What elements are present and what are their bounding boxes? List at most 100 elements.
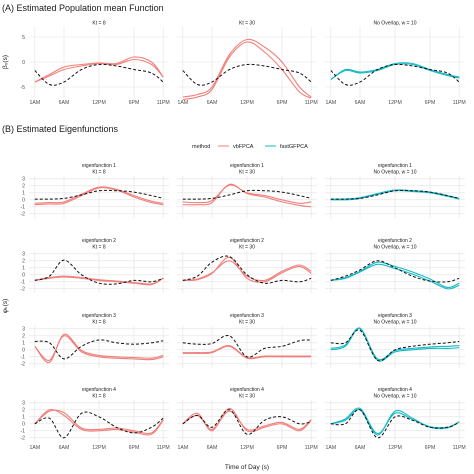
x-tick-label: 6PM	[129, 445, 140, 451]
panel-strip-label: Kt = 30	[239, 245, 255, 251]
y-tick-label: -2	[20, 362, 25, 368]
x-tick-label: 6PM	[277, 100, 288, 106]
x-tick-label: 12PM	[388, 100, 402, 106]
row-strip-label: eigenfunction 2	[378, 238, 412, 244]
eigen-panel-3-2: Kt = 30	[177, 320, 317, 368]
panel-strip-label: Kt = 30	[239, 170, 255, 176]
panel-strip-label: Kt = 8	[92, 245, 105, 251]
legend-label-fastgfpca: fastGFPCA	[280, 144, 308, 150]
legend-title: method	[192, 144, 210, 150]
vbfpca-curve	[34, 275, 164, 285]
truth-curve	[34, 339, 164, 360]
vbfpca-curve	[34, 276, 164, 286]
y-tick-label: 2	[22, 334, 25, 340]
y-axis-title-b: φₖ(s)	[2, 299, 9, 314]
row-strip-label: eigenfunction 4	[230, 387, 264, 393]
panel-strip-label: No Overlap, w = 10	[374, 394, 417, 400]
truth-curve	[330, 189, 460, 200]
x-tick-label: 11PM	[305, 445, 318, 451]
y-tick-label: -1	[20, 355, 25, 361]
x-tick-label: 6AM	[59, 100, 70, 106]
panel-strip-label: Kt = 30	[239, 394, 255, 400]
row-strip-label: eigenfunction 3	[230, 313, 264, 319]
row-strip-label: eigenfunction 1	[230, 163, 264, 169]
vbfpca-curve	[34, 333, 164, 363]
x-axis-title: Time of Day (s)	[225, 464, 269, 471]
x-tick-label: 12PM	[240, 100, 254, 106]
row-strip-label: eigenfunction 3	[378, 313, 412, 319]
fastgfpca-curve	[330, 328, 460, 362]
truth-curve	[330, 63, 460, 86]
x-tick-label: 6AM	[207, 100, 218, 106]
eigen-panel-4-3: 1AM 6AM 12PM 6PM 11PM No Overlap, w = 10	[325, 394, 466, 451]
y-tick-label: 5	[22, 35, 25, 41]
x-tick-label: 12PM	[388, 445, 402, 451]
x-tick-label: 1AM	[29, 100, 40, 106]
mean-panel-3: 1AM 6AM 12PM 6PM 11PM No Overlap, w = 10	[325, 21, 466, 106]
truth-curve	[34, 189, 164, 200]
panel-strip-label: Kt = 8	[92, 21, 105, 27]
x-tick-label: 6AM	[207, 445, 218, 451]
mean-panel-1: -5 0 5 1AM 6AM 12PM 6PM 11PM Kt = 8	[20, 21, 169, 107]
vbfpca-curve	[34, 409, 164, 435]
x-tick-label: 6AM	[355, 100, 366, 106]
y-tick-label: 1	[22, 266, 25, 272]
y-tick-label: 1	[22, 341, 25, 347]
truth-curve	[330, 409, 460, 439]
y-tick-label: 2	[22, 259, 25, 265]
y-tick-label: -2	[20, 436, 25, 442]
row-strip-label: eigenfunction 1	[82, 163, 116, 169]
fastgfpca-curve	[330, 263, 460, 290]
vbfpca-curve	[182, 256, 312, 283]
truth-curve	[182, 255, 312, 284]
population-mean-panels: -5 0 5 1AM 6AM 12PM 6PM 11PM Kt = 8 1AM 6AM 12PM 6PM…	[2, 21, 466, 107]
panel-strip-label: No Overlap, w = 10	[374, 170, 417, 176]
panel-strip-label: Kt = 30	[239, 21, 255, 27]
y-tick-label: 1	[22, 415, 25, 421]
y-tick-label: 0	[22, 198, 25, 204]
vbfpca-curve	[182, 184, 312, 204]
y-tick-label: 3	[22, 252, 25, 258]
truth-curve	[182, 409, 312, 435]
row-strip-label: eigenfunction 3	[82, 313, 116, 319]
y-tick-label: 3	[22, 177, 25, 183]
y-tick-label: 1	[22, 191, 25, 197]
truth-curve	[34, 63, 164, 86]
x-tick-label: 6PM	[425, 445, 436, 451]
vbfpca-curve	[182, 260, 312, 282]
y-tick-label: 0	[22, 273, 25, 279]
x-tick-label: 6PM	[425, 100, 436, 106]
fastgfpca-curve	[330, 408, 460, 436]
y-tick-label: 3	[22, 327, 25, 333]
vbfpca-curve	[34, 187, 164, 206]
eigen-panel-4-2: 1AM 6AM 12PM 6PM 11PM Kt = 30	[177, 394, 318, 451]
eigen-panel-2-2: Kt = 30	[177, 245, 317, 293]
legend: method vbFPCA fastGFPCA	[192, 144, 308, 150]
row-strip-label: eigenfunction 2	[82, 238, 116, 244]
panel-strip-label: Kt = 8	[92, 170, 105, 176]
vbfpca-curve	[182, 183, 312, 208]
x-tick-label: 1AM	[325, 100, 336, 106]
x-tick-label: 11PM	[453, 100, 466, 106]
y-tick-label: 0	[22, 348, 25, 354]
row-strip-label: eigenfunction 2	[230, 238, 264, 244]
truth-curve	[330, 260, 460, 283]
x-tick-label: 6AM	[355, 445, 366, 451]
fastgfpca-curve	[330, 261, 460, 288]
truth-curve	[34, 259, 164, 285]
truth-curve	[182, 334, 312, 358]
y-tick-label: 2	[22, 184, 25, 190]
y-tick-label: -2	[20, 287, 25, 293]
y-tick-label: -1	[20, 429, 25, 435]
x-tick-label: 11PM	[453, 445, 466, 451]
x-tick-label: 12PM	[92, 445, 106, 451]
eigen-panel-3-3: No Overlap, w = 10	[325, 320, 465, 368]
truth-curve	[182, 63, 312, 86]
x-tick-label: 12PM	[240, 445, 254, 451]
vbfpca-curve	[182, 41, 312, 101]
vbfpca-curve	[182, 345, 312, 359]
vbfpca-curve	[34, 186, 164, 204]
